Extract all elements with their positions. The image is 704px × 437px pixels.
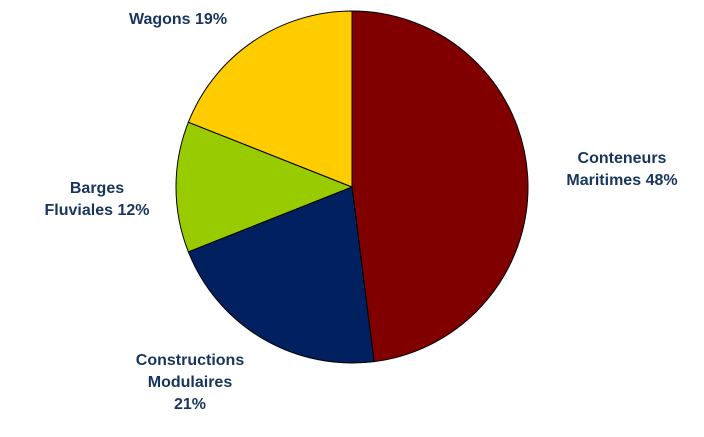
pie-slice [175, 121, 354, 253]
category-label: Wagons [128, 11, 191, 28]
value-label: 12% [117, 202, 150, 219]
value-label: 19% [195, 11, 228, 28]
value-label: 48% [645, 172, 678, 189]
category-label: Barges Fluviales [44, 180, 125, 219]
slice-label: Wagons 19% [68, 9, 288, 31]
slice-label: Barges Fluviales 12% [35, 178, 160, 222]
category-label: Conteneurs Maritimes [566, 150, 667, 189]
pie-slice [187, 10, 353, 188]
slice-label: Conteneurs Maritimes 48% [547, 148, 697, 192]
pie-slice [351, 10, 529, 363]
category-label: Constructions Modulaires [135, 352, 245, 391]
pie-slice [187, 186, 375, 364]
slice-label: Constructions Modulaires 21% [115, 350, 265, 416]
value-label: 21% [173, 396, 207, 413]
